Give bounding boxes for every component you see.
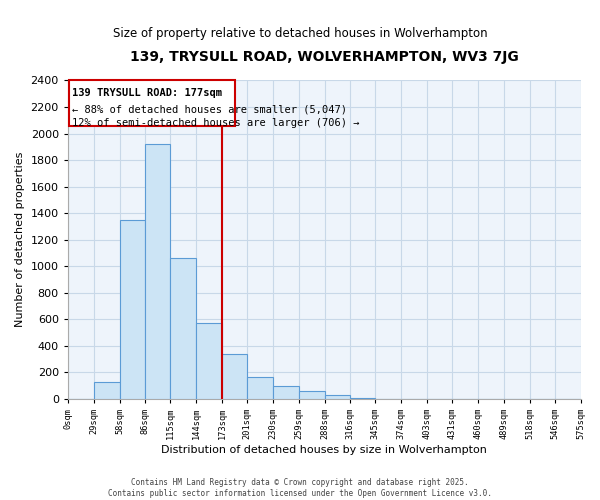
Bar: [222, 354, 247, 399]
Bar: [94, 382, 119, 399]
Title: 139, TRYSULL ROAD, WOLVERHAMPTON, WV3 7JG: 139, TRYSULL ROAD, WOLVERHAMPTON, WV3 7J…: [130, 50, 518, 64]
Bar: [247, 377, 273, 399]
Bar: [350, 398, 376, 399]
Text: 12% of semi-detached houses are larger (706) →: 12% of semi-detached houses are larger (…: [72, 118, 360, 128]
Bar: [170, 258, 196, 399]
Text: Contains HM Land Registry data © Crown copyright and database right 2025.
Contai: Contains HM Land Registry data © Crown c…: [108, 478, 492, 498]
Bar: [69, 80, 235, 126]
Text: 139 TRYSULL ROAD: 177sqm: 139 TRYSULL ROAD: 177sqm: [72, 88, 222, 99]
Bar: [299, 391, 325, 399]
X-axis label: Distribution of detached houses by size in Wolverhampton: Distribution of detached houses by size …: [161, 445, 487, 455]
Bar: [145, 144, 170, 399]
Text: ← 88% of detached houses are smaller (5,047): ← 88% of detached houses are smaller (5,…: [72, 104, 347, 115]
Bar: [325, 395, 350, 399]
Bar: [273, 386, 299, 399]
Text: Size of property relative to detached houses in Wolverhampton: Size of property relative to detached ho…: [113, 28, 487, 40]
Y-axis label: Number of detached properties: Number of detached properties: [15, 152, 25, 328]
Bar: [119, 220, 145, 399]
Bar: [196, 324, 222, 399]
